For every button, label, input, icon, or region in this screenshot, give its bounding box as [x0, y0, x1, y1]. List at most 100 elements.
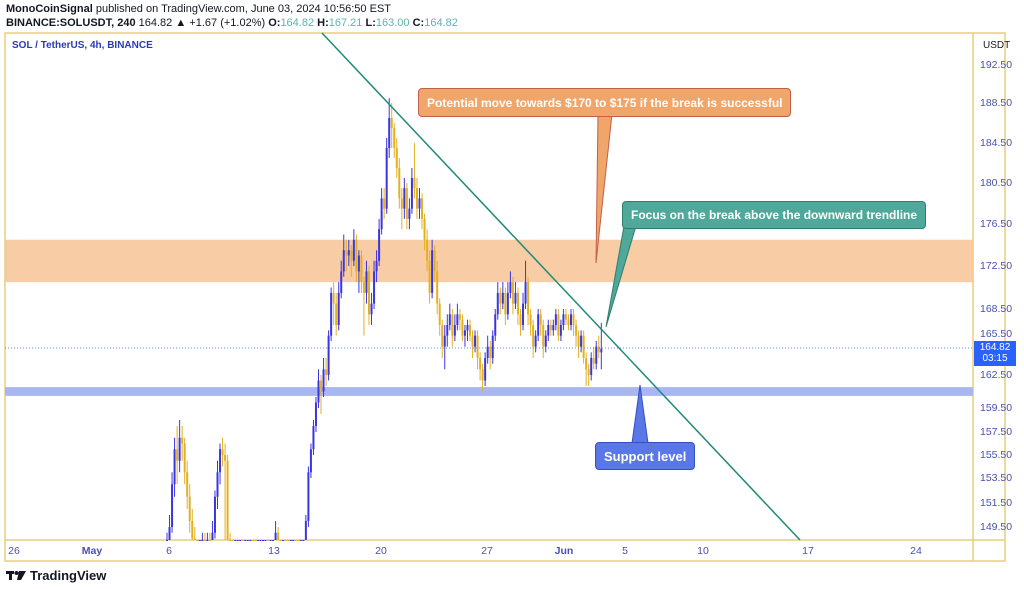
candle-body: [183, 443, 186, 473]
candle: [294, 540, 297, 541]
candle-body: [494, 314, 497, 336]
candle: [370, 292, 373, 325]
candle-body: [527, 282, 530, 315]
author-name[interactable]: MonoCoinSignal: [6, 3, 93, 15]
candle-body: [213, 496, 216, 533]
candle-body: [405, 188, 408, 219]
candle: [234, 540, 237, 541]
candle: [362, 276, 365, 336]
candle: [345, 239, 348, 272]
candle: [259, 540, 262, 541]
candle: [188, 484, 191, 533]
candle: [575, 319, 578, 347]
candle: [577, 330, 580, 358]
candle-body: [479, 358, 482, 370]
candle: [219, 443, 222, 485]
trendline-callout[interactable]: Focus on the break above the downward tr…: [622, 201, 927, 229]
resistance-callout[interactable]: Potential move towards $170 to $175 if t…: [418, 88, 792, 117]
candle-body: [516, 292, 519, 315]
candle-body: [441, 325, 444, 347]
candle: [282, 540, 285, 541]
candle-body: [509, 282, 512, 293]
candle-body: [272, 540, 275, 541]
candle-body: [340, 271, 343, 293]
candle-body: [360, 255, 363, 283]
candle: [337, 282, 340, 331]
candle-body: [474, 335, 477, 347]
candle: [547, 319, 550, 341]
symbol-label: BINANCE:SOLUSDT, 240: [6, 17, 136, 29]
time-tick-label: 24: [910, 545, 922, 557]
candle: [522, 292, 525, 331]
candle-body: [219, 449, 222, 473]
candle: [304, 515, 307, 540]
candle: [400, 188, 403, 230]
bar-countdown: 03:15: [982, 353, 1008, 364]
candle-body: [557, 314, 560, 336]
candle-body: [426, 239, 429, 261]
candle: [423, 213, 426, 251]
candle: [198, 540, 201, 541]
candle-body: [549, 325, 552, 331]
chart-title: SOL / TetherUS, 4h, BINANCE: [12, 40, 153, 51]
candle: [428, 250, 431, 304]
candle: [587, 363, 590, 386]
header-author-line: MonoCoinSignal published on TradingView.…: [6, 3, 391, 15]
tradingview-logo[interactable]: TradingView: [6, 568, 106, 583]
tradingview-logo-icon: [6, 571, 26, 580]
candle-body: [514, 292, 517, 304]
candle-body: [368, 271, 370, 315]
candle: [486, 335, 489, 364]
candle: [330, 287, 333, 341]
candle-body: [501, 292, 504, 304]
candle: [267, 540, 269, 541]
candle: [340, 260, 343, 299]
candle-body: [590, 358, 593, 375]
candle: [307, 466, 310, 527]
candle: [186, 460, 189, 509]
candle: [360, 250, 363, 293]
candle: [314, 397, 317, 432]
candle-body: [524, 282, 527, 304]
candle: [534, 330, 537, 353]
candle-body: [421, 198, 424, 219]
candle: [181, 426, 184, 461]
candle: [466, 319, 469, 341]
candle-body: [325, 369, 328, 375]
candle: [388, 98, 391, 158]
candle: [173, 437, 176, 497]
support-zone[interactable]: [5, 387, 973, 396]
candle: [365, 260, 368, 304]
currency-label[interactable]: USDT: [983, 40, 1011, 51]
candle: [403, 178, 406, 219]
candle-body: [279, 540, 282, 541]
tradingview-brand: TradingView: [30, 568, 107, 583]
candle: [463, 325, 466, 347]
candle-body: [206, 540, 209, 541]
candle: [433, 245, 436, 283]
candle-body: [433, 250, 436, 272]
price-tick-label: 151.50: [980, 497, 1013, 509]
candle-body: [491, 335, 494, 358]
candle: [332, 282, 335, 325]
price-tick-label: 159.50: [980, 402, 1013, 414]
candle-body: [451, 314, 454, 336]
support-callout[interactable]: Support level: [595, 442, 696, 470]
resistance-zone[interactable]: [5, 239, 973, 283]
candle: [299, 540, 302, 541]
candle-body: [580, 335, 583, 347]
candle-body: [410, 178, 413, 209]
downward-trendline[interactable]: [321, 32, 801, 541]
candle: [317, 369, 320, 408]
candle: [342, 234, 345, 277]
candle-body: [327, 335, 330, 375]
candle: [226, 455, 229, 540]
candle-body: [241, 540, 244, 541]
candle: [476, 330, 479, 370]
candle: [302, 540, 305, 541]
candle: [504, 287, 507, 325]
candle-body: [292, 540, 295, 541]
candle: [203, 532, 206, 541]
candle-body: [463, 330, 466, 336]
